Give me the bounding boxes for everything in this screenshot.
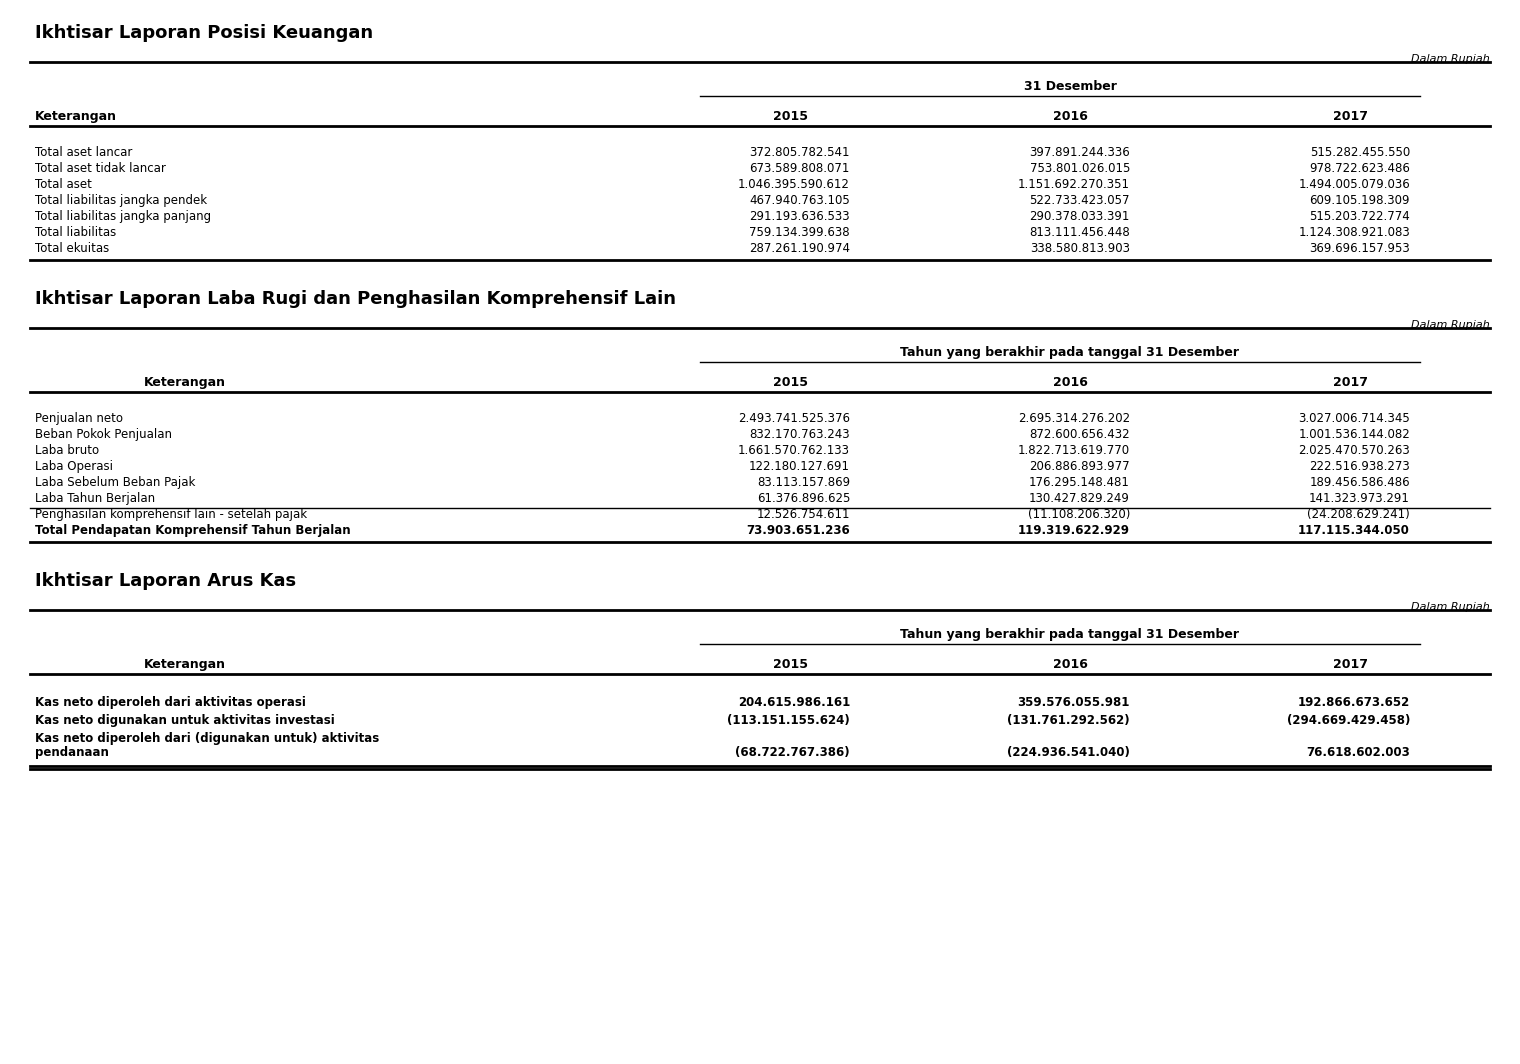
Text: 2016: 2016 [1052, 658, 1087, 671]
Text: Kas neto digunakan untuk aktivitas investasi: Kas neto digunakan untuk aktivitas inves… [35, 714, 334, 727]
Text: Penghasilan komprehensif lain - setelah pajak: Penghasilan komprehensif lain - setelah … [35, 508, 307, 521]
Text: 872.600.656.432: 872.600.656.432 [1029, 428, 1129, 440]
Text: (11.108.206.320): (11.108.206.320) [1028, 508, 1129, 521]
Text: 1.001.536.144.082: 1.001.536.144.082 [1298, 428, 1411, 440]
Text: Penjualan neto: Penjualan neto [35, 412, 123, 425]
Text: 119.319.622.929: 119.319.622.929 [1018, 523, 1129, 537]
Text: 753.801.026.015: 753.801.026.015 [1029, 162, 1129, 174]
Text: Total Pendapatan Komprehensif Tahun Berjalan: Total Pendapatan Komprehensif Tahun Berj… [35, 523, 351, 537]
Text: 76.618.602.003: 76.618.602.003 [1306, 746, 1411, 759]
Text: 832.170.763.243: 832.170.763.243 [749, 428, 850, 440]
Text: Keterangan: Keterangan [144, 658, 226, 671]
Text: Ikhtisar Laporan Posisi Keuangan: Ikhtisar Laporan Posisi Keuangan [35, 24, 372, 41]
Text: 673.589.808.071: 673.589.808.071 [749, 162, 850, 174]
Text: Kas neto diperoleh dari aktivitas operasi: Kas neto diperoleh dari aktivitas operas… [35, 696, 306, 709]
Text: Laba bruto: Laba bruto [35, 444, 99, 458]
Text: 141.323.973.291: 141.323.973.291 [1309, 492, 1411, 505]
Text: Laba Tahun Berjalan: Laba Tahun Berjalan [35, 492, 155, 505]
Text: 2015: 2015 [772, 376, 807, 389]
Text: 515.282.455.550: 515.282.455.550 [1310, 146, 1411, 159]
Text: 2.695.314.276.202: 2.695.314.276.202 [1018, 412, 1129, 425]
Text: Tahun yang berakhir pada tanggal 31 Desember: Tahun yang berakhir pada tanggal 31 Dese… [900, 346, 1239, 359]
Text: Ikhtisar Laporan Arus Kas: Ikhtisar Laporan Arus Kas [35, 572, 296, 591]
Text: 290.378.033.391: 290.378.033.391 [1029, 210, 1129, 223]
Text: Kas neto diperoleh dari (digunakan untuk) aktivitas: Kas neto diperoleh dari (digunakan untuk… [35, 732, 380, 745]
Text: 1.046.395.590.612: 1.046.395.590.612 [739, 178, 850, 192]
Text: 813.111.456.448: 813.111.456.448 [1029, 226, 1129, 239]
Text: Total aset tidak lancar: Total aset tidak lancar [35, 162, 166, 174]
Text: 287.261.190.974: 287.261.190.974 [749, 242, 850, 255]
Text: 204.615.986.161: 204.615.986.161 [737, 696, 850, 709]
Text: 61.376.896.625: 61.376.896.625 [757, 492, 850, 505]
Text: 3.027.006.714.345: 3.027.006.714.345 [1298, 412, 1411, 425]
Text: 189.456.586.486: 189.456.586.486 [1309, 476, 1411, 489]
Text: Beban Pokok Penjualan: Beban Pokok Penjualan [35, 428, 172, 440]
Text: Laba Sebelum Beban Pajak: Laba Sebelum Beban Pajak [35, 476, 196, 489]
Text: 515.203.722.774: 515.203.722.774 [1309, 210, 1411, 223]
Text: 117.115.344.050: 117.115.344.050 [1298, 523, 1411, 537]
Text: 2017: 2017 [1333, 376, 1368, 389]
Text: Dalam Rupiah: Dalam Rupiah [1411, 602, 1490, 612]
Text: 522.733.423.057: 522.733.423.057 [1029, 194, 1129, 207]
Text: Keterangan: Keterangan [35, 110, 117, 123]
Text: 1.661.570.762.133: 1.661.570.762.133 [739, 444, 850, 458]
Text: 397.891.244.336: 397.891.244.336 [1029, 146, 1129, 159]
Text: 609.105.198.309: 609.105.198.309 [1310, 194, 1411, 207]
Text: Dalam Rupiah: Dalam Rupiah [1411, 54, 1490, 64]
Text: 12.526.754.611: 12.526.754.611 [757, 508, 850, 521]
Text: (68.722.767.386): (68.722.767.386) [736, 746, 850, 759]
Text: 359.576.055.981: 359.576.055.981 [1017, 696, 1129, 709]
Text: Total liabilitas jangka pendek: Total liabilitas jangka pendek [35, 194, 207, 207]
Text: Tahun yang berakhir pada tanggal 31 Desember: Tahun yang berakhir pada tanggal 31 Dese… [900, 628, 1239, 641]
Text: 2015: 2015 [772, 110, 807, 123]
Text: Total liabilitas jangka panjang: Total liabilitas jangka panjang [35, 210, 211, 223]
Text: Total aset lancar: Total aset lancar [35, 146, 132, 159]
Text: 2017: 2017 [1333, 658, 1368, 671]
Text: 122.180.127.691: 122.180.127.691 [749, 460, 850, 473]
Text: 1.151.692.270.351: 1.151.692.270.351 [1018, 178, 1129, 192]
Text: 130.427.829.249: 130.427.829.249 [1029, 492, 1129, 505]
Text: 1.822.713.619.770: 1.822.713.619.770 [1018, 444, 1129, 458]
Text: Keterangan: Keterangan [144, 376, 226, 389]
Text: Dalam Rupiah: Dalam Rupiah [1411, 320, 1490, 330]
Text: 222.516.938.273: 222.516.938.273 [1309, 460, 1411, 473]
Text: Total ekuitas: Total ekuitas [35, 242, 109, 255]
Text: 759.134.399.638: 759.134.399.638 [749, 226, 850, 239]
Text: 338.580.813.903: 338.580.813.903 [1031, 242, 1129, 255]
Text: 2.025.470.570.263: 2.025.470.570.263 [1298, 444, 1411, 458]
Text: 291.193.636.533: 291.193.636.533 [749, 210, 850, 223]
Text: 467.940.763.105: 467.940.763.105 [749, 194, 850, 207]
Text: (113.151.155.624): (113.151.155.624) [727, 714, 850, 727]
Text: 2016: 2016 [1052, 376, 1087, 389]
Text: 83.113.157.869: 83.113.157.869 [757, 476, 850, 489]
Text: Total liabilitas: Total liabilitas [35, 226, 116, 239]
Text: Total aset: Total aset [35, 178, 91, 192]
Text: 176.295.148.481: 176.295.148.481 [1029, 476, 1129, 489]
Text: 73.903.651.236: 73.903.651.236 [746, 523, 850, 537]
Text: 2016: 2016 [1052, 110, 1087, 123]
Text: 1.124.308.921.083: 1.124.308.921.083 [1298, 226, 1411, 239]
Text: 2017: 2017 [1333, 110, 1368, 123]
Text: Laba Operasi: Laba Operasi [35, 460, 112, 473]
Text: (224.936.541.040): (224.936.541.040) [1008, 746, 1129, 759]
Text: 206.886.893.977: 206.886.893.977 [1029, 460, 1129, 473]
Text: (24.208.629.241): (24.208.629.241) [1307, 508, 1411, 521]
Text: 2.493.741.525.376: 2.493.741.525.376 [739, 412, 850, 425]
Text: 1.494.005.079.036: 1.494.005.079.036 [1298, 178, 1411, 192]
Text: 978.722.623.486: 978.722.623.486 [1309, 162, 1411, 174]
Text: 2015: 2015 [772, 658, 807, 671]
Text: 372.805.782.541: 372.805.782.541 [749, 146, 850, 159]
Text: 31 Desember: 31 Desember [1023, 80, 1116, 93]
Text: 192.866.673.652: 192.866.673.652 [1298, 696, 1411, 709]
Text: (294.669.429.458): (294.669.429.458) [1286, 714, 1411, 727]
Text: (131.761.292.562): (131.761.292.562) [1008, 714, 1129, 727]
Text: Ikhtisar Laporan Laba Rugi dan Penghasilan Komprehensif Lain: Ikhtisar Laporan Laba Rugi dan Penghasil… [35, 290, 676, 307]
Text: 369.696.157.953: 369.696.157.953 [1309, 242, 1411, 255]
Text: pendanaan: pendanaan [35, 746, 109, 759]
